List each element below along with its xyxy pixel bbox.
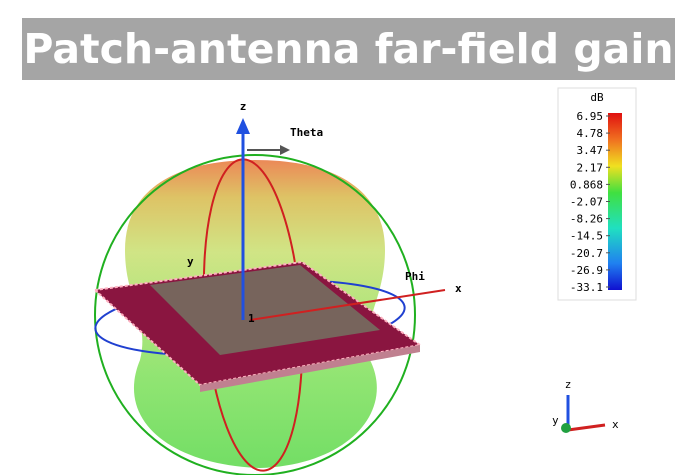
colorbar-tick-label: -14.5 <box>570 230 603 243</box>
theta-head <box>280 145 290 155</box>
colorbar-tick-label: -33.1 <box>570 281 603 294</box>
x-label: x <box>455 282 462 295</box>
colorbar-tick-label: 6.95 <box>577 110 604 123</box>
title-banner: Patch-antenna far-field gain <box>22 18 675 80</box>
phi-label: Phi <box>405 270 425 283</box>
colorbar-tick-label: -26.9 <box>570 264 603 277</box>
patch-array <box>150 265 380 355</box>
colorbar-tick-label: -20.7 <box>570 247 603 260</box>
colorbar-tick-label: 0.868 <box>570 178 603 191</box>
colorbar-panel <box>557 87 637 301</box>
green-ring <box>94 154 416 475</box>
colorbar-tick-label: -8.26 <box>570 213 603 226</box>
y-label: y <box>187 255 194 268</box>
triad-x <box>567 423 606 432</box>
colorbar <box>608 113 622 290</box>
board-edge <box>200 345 420 392</box>
triad-y-label: y <box>552 414 559 427</box>
x-axis <box>249 289 446 321</box>
colorbar-tick-label: 3.47 <box>577 144 604 157</box>
triad-x-label: x <box>612 418 619 431</box>
z-arrow <box>236 118 250 134</box>
triad-y <box>561 423 571 433</box>
colorbar-tick-label: -2.07 <box>570 196 603 209</box>
colorbar-unit: dB <box>590 91 604 104</box>
origin-label: 1 <box>248 312 255 325</box>
z-label: z <box>240 100 247 113</box>
colorbar-tick-label: 4.78 <box>577 127 604 140</box>
triad-z-label: z <box>565 378 572 391</box>
colorbar-tick-label: 2.17 <box>577 161 604 174</box>
theta-label: Theta <box>290 126 323 139</box>
